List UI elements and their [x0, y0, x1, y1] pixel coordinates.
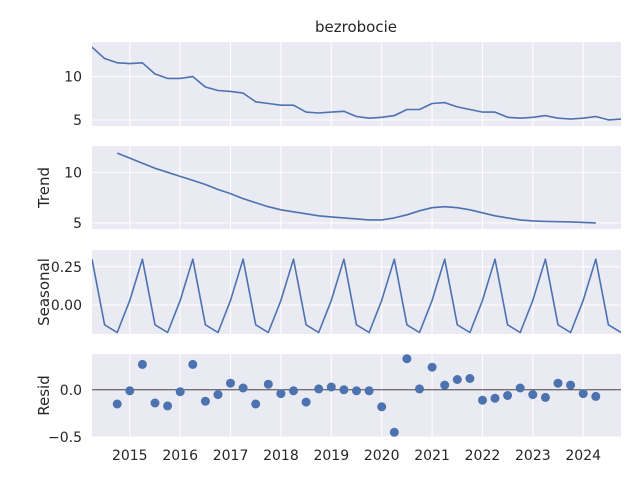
resid-point [226, 378, 235, 388]
y-axis-label: Seasonal [35, 258, 53, 326]
x-tick-label: 2023 [515, 448, 551, 464]
resid-point [112, 399, 122, 409]
resid-point [163, 401, 173, 411]
panel-observed: 5 10 [64, 42, 621, 129]
y-tick-label: 5 [73, 113, 82, 129]
resid-point [490, 393, 500, 403]
resid-point [377, 402, 387, 412]
x-tick-label: 2018 [263, 448, 299, 464]
resid-point [427, 362, 437, 372]
x-axis-ticks: 2015 2016 2017 2018 2019 2020 2021 2022 2023 2024 [112, 448, 601, 464]
y-tick-label: 0.25 [51, 260, 82, 276]
x-tick-label: 2015 [112, 448, 148, 464]
x-tick-label: 2017 [213, 448, 249, 464]
y-axis-label: Resid [35, 375, 53, 415]
plot-area-observed [92, 42, 621, 126]
x-tick-label: 2021 [414, 448, 450, 464]
resid-point [364, 386, 374, 396]
x-tick-label: 2016 [162, 448, 198, 464]
resid-point [137, 359, 147, 369]
resid-point [478, 395, 487, 405]
resid-point [213, 390, 223, 400]
x-tick-label: 2019 [313, 448, 349, 464]
resid-point [540, 392, 550, 402]
resid-point [238, 383, 248, 393]
panel-resid: −0.5 0.0 Resid [35, 354, 621, 446]
series-line-seasonal [92, 258, 621, 334]
y-tick-label: 5 [73, 216, 82, 232]
resid-point [150, 398, 160, 408]
resid-point [339, 385, 349, 395]
resid-point [251, 399, 261, 409]
y-tick-label: 10 [64, 70, 82, 86]
resid-point [389, 427, 399, 437]
x-tick-label: 2020 [364, 448, 400, 464]
resid-point [200, 396, 210, 406]
resid-point [591, 391, 601, 401]
resid-point [301, 397, 311, 407]
y-axis-label: Trend [35, 167, 53, 209]
resid-point [515, 383, 525, 393]
resid-point [503, 391, 513, 400]
resid-point [452, 375, 462, 384]
panel-trend: 5 10 Trend [35, 146, 621, 232]
resid-point [314, 384, 324, 394]
resid-point [440, 380, 450, 390]
resid-point [553, 378, 563, 388]
series-line-trend [116, 152, 596, 224]
resid-point [276, 389, 286, 399]
resid-point [402, 354, 412, 364]
resid-point [326, 382, 336, 392]
y-tick-label: −0.5 [48, 430, 82, 446]
x-tick-label: 2024 [565, 448, 601, 464]
x-tick-label: 2022 [465, 448, 501, 464]
resid-point [528, 390, 538, 400]
series-line-observed [92, 46, 621, 121]
resid-point [578, 389, 588, 399]
resid-point [352, 386, 361, 396]
resid-point [125, 386, 135, 396]
y-tick-label: 0.00 [51, 298, 82, 314]
resid-point [263, 379, 273, 389]
plot-area-trend [92, 146, 621, 229]
resid-point [465, 374, 475, 383]
chart-title: bezrobocie [315, 18, 397, 36]
y-tick-label: 10 [64, 165, 82, 181]
resid-point [415, 384, 424, 394]
y-tick-label: 0.0 [60, 383, 82, 399]
resid-point [188, 359, 198, 369]
resid-point [289, 386, 298, 396]
resid-point [566, 380, 576, 390]
resid-point [175, 387, 185, 397]
